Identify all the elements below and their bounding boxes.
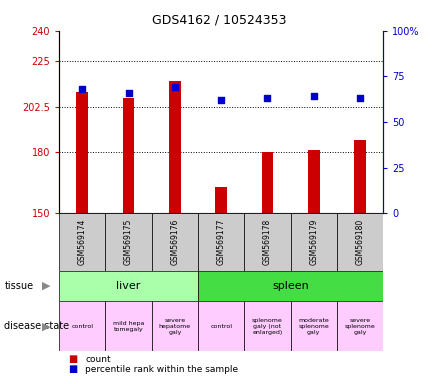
Bar	[106, 301, 152, 351]
Text: disease state: disease state	[4, 321, 70, 331]
Text: control: control	[71, 324, 93, 329]
Text: GSM569177: GSM569177	[217, 219, 226, 265]
Text: control: control	[210, 324, 232, 329]
Bar	[106, 213, 152, 271]
Text: moderate
splenome
galy: moderate splenome galy	[298, 318, 329, 335]
Text: percentile rank within the sample: percentile rank within the sample	[85, 365, 239, 374]
Bar	[152, 301, 198, 351]
Point	[357, 95, 364, 101]
Text: liver: liver	[117, 281, 141, 291]
Text: ▶: ▶	[42, 281, 50, 291]
Point	[79, 86, 86, 92]
Text: GSM569176: GSM569176	[170, 219, 180, 265]
Bar	[77, 91, 88, 213]
Text: severe
splenome
galy: severe splenome galy	[345, 318, 375, 335]
Text: severe
hepatome
galy: severe hepatome galy	[159, 318, 191, 335]
Bar	[244, 213, 291, 271]
Bar	[337, 213, 383, 271]
Bar	[261, 152, 273, 213]
Point	[171, 84, 178, 90]
Text: GSM569178: GSM569178	[263, 219, 272, 265]
Bar	[198, 271, 383, 301]
Bar	[308, 150, 320, 213]
Bar	[291, 301, 337, 351]
Text: tissue: tissue	[4, 281, 33, 291]
Bar	[291, 213, 337, 271]
Text: splenome
galy (not
enlarged): splenome galy (not enlarged)	[252, 318, 283, 335]
Point	[310, 93, 317, 99]
Bar	[198, 301, 244, 351]
Bar	[59, 213, 106, 271]
Text: GSM569180: GSM569180	[356, 219, 364, 265]
Bar	[59, 271, 198, 301]
Bar	[152, 213, 198, 271]
Bar	[215, 187, 227, 213]
Bar	[123, 98, 134, 213]
Point	[218, 97, 225, 103]
Bar	[244, 301, 291, 351]
Bar	[337, 301, 383, 351]
Bar	[198, 213, 244, 271]
Text: ■: ■	[68, 354, 77, 364]
Text: mild hepa
tomegaly: mild hepa tomegaly	[113, 321, 144, 332]
Bar	[354, 140, 366, 213]
Text: count: count	[85, 354, 111, 364]
Text: GSM569174: GSM569174	[78, 219, 87, 265]
Bar	[59, 301, 106, 351]
Point	[264, 95, 271, 101]
Text: ▶: ▶	[42, 321, 50, 331]
Text: GDS4162 / 10524353: GDS4162 / 10524353	[152, 13, 286, 26]
Text: GSM569179: GSM569179	[309, 219, 318, 265]
Text: ■: ■	[68, 364, 77, 374]
Point	[125, 90, 132, 96]
Text: spleen: spleen	[272, 281, 309, 291]
Text: GSM569175: GSM569175	[124, 219, 133, 265]
Bar	[169, 81, 180, 213]
